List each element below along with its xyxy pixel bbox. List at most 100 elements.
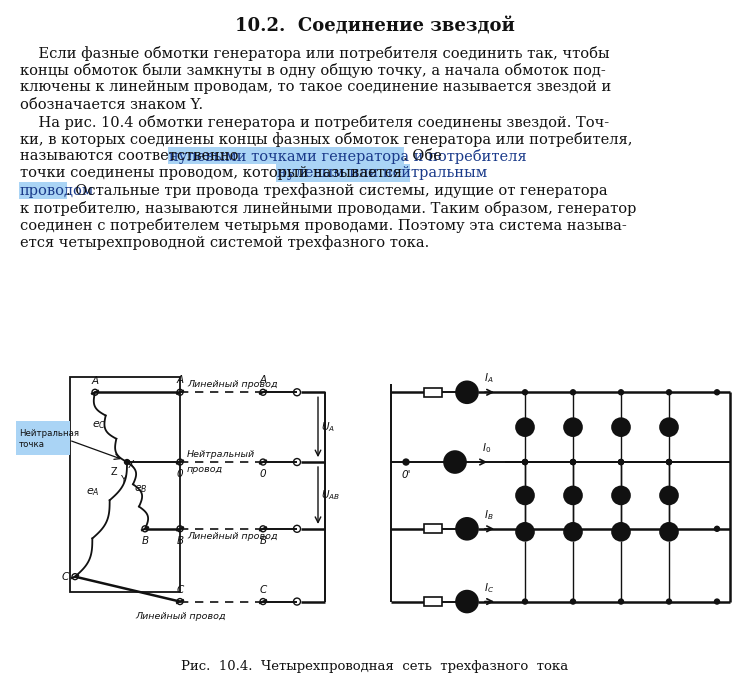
Text: Если фазные обмотки генератора или потребителя соединить так, чтобы: Если фазные обмотки генератора или потре… xyxy=(20,46,610,61)
Circle shape xyxy=(456,382,478,403)
Text: нулевыми точками генератора и потребителя: нулевыми точками генератора и потребител… xyxy=(169,149,526,164)
Circle shape xyxy=(660,486,678,504)
Text: $U_A$: $U_A$ xyxy=(321,420,335,434)
Circle shape xyxy=(403,459,409,465)
Text: A: A xyxy=(452,457,459,467)
Text: B: B xyxy=(260,536,266,546)
Circle shape xyxy=(612,486,630,504)
FancyBboxPatch shape xyxy=(19,181,67,199)
Text: A: A xyxy=(464,524,471,534)
Circle shape xyxy=(667,390,671,394)
Text: точка: точка xyxy=(19,440,45,449)
Circle shape xyxy=(612,418,630,436)
Text: Линейный провод: Линейный провод xyxy=(135,612,226,621)
Circle shape xyxy=(523,460,527,464)
Text: C: C xyxy=(176,585,184,595)
Text: концы обмоток были замкнуты в одну общую точку, а начала обмоток под-: концы обмоток были замкнуты в одну общую… xyxy=(20,63,606,78)
Circle shape xyxy=(571,599,575,604)
Circle shape xyxy=(456,518,478,540)
Circle shape xyxy=(715,526,719,531)
Text: соединен с потребителем четырьмя проводами. Поэтому эта система называ-: соединен с потребителем четырьмя провода… xyxy=(20,218,627,233)
Circle shape xyxy=(564,418,582,436)
Text: $I_A$: $I_A$ xyxy=(484,371,494,385)
Circle shape xyxy=(444,451,466,473)
Text: Рис.  10.4.  Четырехпроводная  сеть  трехфазного  тока: Рис. 10.4. Четырехпроводная сеть трехфаз… xyxy=(182,660,568,673)
Text: $I_C$: $I_C$ xyxy=(484,581,494,595)
Text: A: A xyxy=(176,375,184,385)
Text: X: X xyxy=(128,460,134,470)
Circle shape xyxy=(660,418,678,436)
Text: к потребителю, называются линейными проводами. Таким образом, генератор: к потребителю, называются линейными пров… xyxy=(20,201,636,216)
Circle shape xyxy=(523,526,527,531)
Circle shape xyxy=(523,599,527,604)
Text: провод: провод xyxy=(187,465,224,474)
Text: $e_A$: $e_A$ xyxy=(86,486,100,498)
Circle shape xyxy=(516,523,534,540)
Text: 10.2.  Соединение звездой: 10.2. Соединение звездой xyxy=(235,18,515,36)
Circle shape xyxy=(523,460,527,464)
Text: A: A xyxy=(464,387,471,397)
Text: Линейный провод: Линейный провод xyxy=(187,532,278,540)
Circle shape xyxy=(667,460,671,464)
Circle shape xyxy=(715,599,719,604)
Text: B: B xyxy=(176,536,184,546)
Text: 0: 0 xyxy=(260,469,266,479)
Circle shape xyxy=(523,460,527,464)
Circle shape xyxy=(571,526,575,531)
Circle shape xyxy=(619,599,623,604)
Circle shape xyxy=(619,526,623,531)
Text: На рис. 10.4 обмотки генератора и потребителя соединены звездой. Точ-: На рис. 10.4 обмотки генератора и потреб… xyxy=(20,115,609,130)
Text: B: B xyxy=(142,536,148,546)
Circle shape xyxy=(667,599,671,604)
Circle shape xyxy=(516,486,534,504)
Circle shape xyxy=(619,460,623,464)
Text: Z: Z xyxy=(111,467,117,477)
Text: $I_B$: $I_B$ xyxy=(484,508,494,522)
Bar xyxy=(424,597,442,606)
Text: Нейтральный: Нейтральный xyxy=(187,450,255,459)
Circle shape xyxy=(523,390,527,394)
Text: точки соединены проводом, который называется: точки соединены проводом, который называ… xyxy=(20,166,406,181)
FancyBboxPatch shape xyxy=(16,421,70,455)
FancyBboxPatch shape xyxy=(168,147,404,164)
Bar xyxy=(70,378,180,591)
Text: C: C xyxy=(62,572,69,582)
Text: $e_B$: $e_B$ xyxy=(134,483,148,495)
Text: ки, в которых соединены концы фазных обмоток генератора или потребителя,: ки, в которых соединены концы фазных обм… xyxy=(20,132,632,147)
Text: проводом: проводом xyxy=(20,183,94,198)
Circle shape xyxy=(619,390,623,394)
Text: Y: Y xyxy=(120,475,126,485)
Text: обозначается знаком Y.: обозначается знаком Y. xyxy=(20,98,203,111)
Text: A: A xyxy=(260,375,266,385)
Bar xyxy=(424,524,442,533)
Circle shape xyxy=(564,523,582,540)
Circle shape xyxy=(571,460,575,464)
Text: $e_C$: $e_C$ xyxy=(92,419,106,431)
Circle shape xyxy=(612,523,630,540)
Circle shape xyxy=(619,460,623,464)
Circle shape xyxy=(456,591,478,612)
Circle shape xyxy=(619,460,623,464)
Circle shape xyxy=(564,486,582,504)
Text: Нейтральная: Нейтральная xyxy=(19,429,79,438)
Text: A: A xyxy=(464,597,471,606)
Circle shape xyxy=(660,523,678,540)
Text: ется четырехпроводной системой трехфазного тока.: ется четырехпроводной системой трехфазно… xyxy=(20,235,429,250)
Circle shape xyxy=(124,460,130,464)
Circle shape xyxy=(571,460,575,464)
Circle shape xyxy=(715,390,719,394)
Circle shape xyxy=(571,460,575,464)
Text: называются соответственно: называются соответственно xyxy=(20,149,243,163)
Text: $U_{AB}$: $U_{AB}$ xyxy=(321,488,340,502)
Text: Линейный провод: Линейный провод xyxy=(187,380,278,389)
Text: 0: 0 xyxy=(177,469,183,479)
Bar xyxy=(424,388,442,397)
Circle shape xyxy=(516,418,534,436)
Circle shape xyxy=(571,390,575,394)
Circle shape xyxy=(667,460,671,464)
Text: ключены к линейным проводам, то такое соединение называется звездой и: ключены к линейным проводам, то такое со… xyxy=(20,80,611,94)
Text: 0': 0' xyxy=(401,470,411,480)
Text: C: C xyxy=(260,585,267,595)
Circle shape xyxy=(667,460,671,464)
Text: . Обе: . Обе xyxy=(404,149,442,163)
